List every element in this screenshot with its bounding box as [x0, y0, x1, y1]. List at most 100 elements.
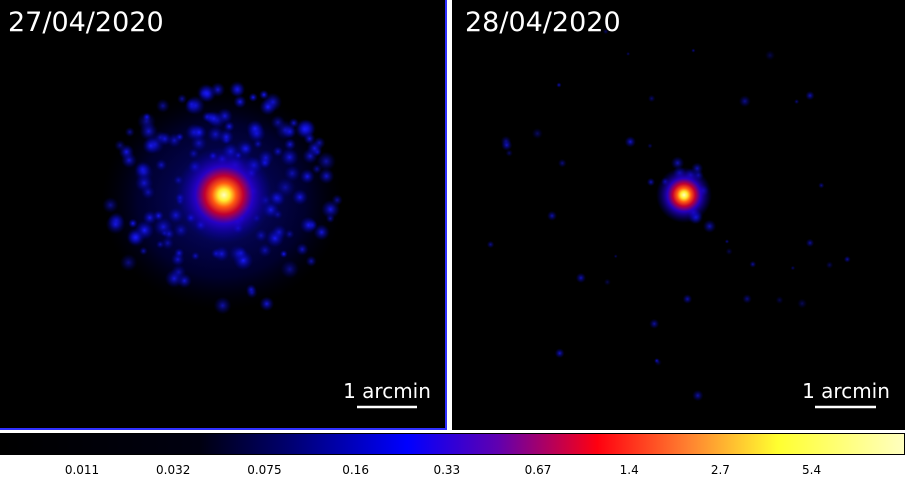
noise: [190, 134, 208, 152]
noise: [626, 51, 631, 56]
colorbar-ticks: 0.011 0.032 0.075 0.16 0.33 0.67 1.4 2.7 5.4: [65, 463, 821, 477]
noise: [259, 296, 275, 312]
noise: [160, 229, 169, 238]
noise: [486, 240, 495, 249]
noise: [702, 219, 717, 234]
noise: [318, 168, 335, 185]
noise: [649, 318, 660, 329]
noise: [575, 272, 587, 284]
noise: [191, 251, 200, 261]
scale-label: 1 arcmin: [802, 379, 890, 403]
colorbar-tick-label: 0.67: [525, 463, 552, 477]
noise: [206, 110, 222, 127]
noise: [228, 80, 246, 98]
noise: [291, 189, 308, 206]
noise: [259, 89, 269, 100]
noise: [210, 82, 226, 98]
noise: [749, 260, 757, 268]
noise: [818, 182, 825, 189]
noise: [283, 138, 297, 151]
noise: [275, 120, 295, 140]
noise: [284, 229, 295, 240]
noise: [280, 259, 300, 279]
date-label: 27/04/2020: [8, 7, 164, 38]
noise: [682, 294, 693, 304]
noise: [167, 133, 182, 148]
noise: [283, 165, 301, 182]
noise: [724, 239, 730, 244]
noise: [280, 148, 299, 167]
noise: [299, 216, 318, 234]
colorbar-tick-label: 0.011: [65, 463, 99, 477]
noise: [233, 95, 247, 109]
noise: [173, 222, 189, 238]
noise: [142, 210, 158, 225]
noise: [557, 158, 567, 168]
noise: [793, 98, 800, 105]
source-left: [176, 147, 272, 243]
noise: [805, 90, 815, 101]
noise: [196, 83, 215, 102]
image-left: [102, 80, 343, 315]
noise: [295, 242, 309, 256]
noise: [161, 236, 175, 250]
noise: [624, 136, 637, 148]
noise: [647, 143, 653, 149]
colorbar-tick-label: 2.7: [711, 463, 730, 477]
noise: [141, 185, 156, 200]
noise: [114, 139, 126, 152]
noise: [501, 139, 513, 151]
noise: [321, 199, 341, 219]
colorbar-tick-label: 0.16: [342, 463, 369, 477]
noise: [775, 296, 784, 305]
noise: [259, 98, 277, 116]
noise: [234, 246, 248, 260]
noise: [670, 156, 685, 170]
noise: [738, 95, 751, 108]
scale-label: 1 arcmin: [343, 379, 431, 403]
noise: [245, 284, 257, 295]
noise: [691, 48, 696, 53]
noise: [692, 389, 704, 402]
noise: [725, 247, 733, 256]
noise: [646, 177, 656, 187]
noise: [185, 98, 198, 110]
colorbar-tick-label: 0.075: [247, 463, 281, 477]
noise: [272, 209, 283, 220]
noise: [279, 249, 288, 259]
noise: [124, 126, 135, 138]
noise: [316, 151, 336, 172]
noise: [139, 246, 148, 256]
noise: [505, 149, 513, 157]
noise: [119, 253, 138, 272]
noise: [303, 132, 316, 145]
noise: [173, 247, 185, 259]
noise: [603, 278, 611, 286]
noise: [546, 210, 558, 221]
noise: [139, 121, 159, 141]
noise: [246, 119, 264, 138]
noise: [554, 348, 565, 359]
noise: [531, 127, 543, 140]
noise: [218, 129, 235, 145]
noise: [275, 177, 296, 198]
noise: [742, 294, 752, 304]
noise: [805, 238, 815, 248]
noise: [176, 93, 188, 104]
noise: [254, 228, 268, 243]
noise: [258, 243, 272, 258]
noise: [126, 227, 146, 247]
noise: [155, 158, 168, 171]
noise: [647, 94, 656, 103]
colorbar-tick-label: 0.032: [156, 463, 190, 477]
noise: [155, 98, 170, 113]
noise: [797, 298, 808, 309]
noise: [105, 214, 126, 235]
noise: [153, 130, 167, 145]
colorbar-tick-label: 1.4: [620, 463, 639, 477]
noise: [613, 254, 618, 259]
noise: [164, 269, 184, 288]
noise: [313, 224, 330, 241]
noise: [305, 255, 317, 267]
